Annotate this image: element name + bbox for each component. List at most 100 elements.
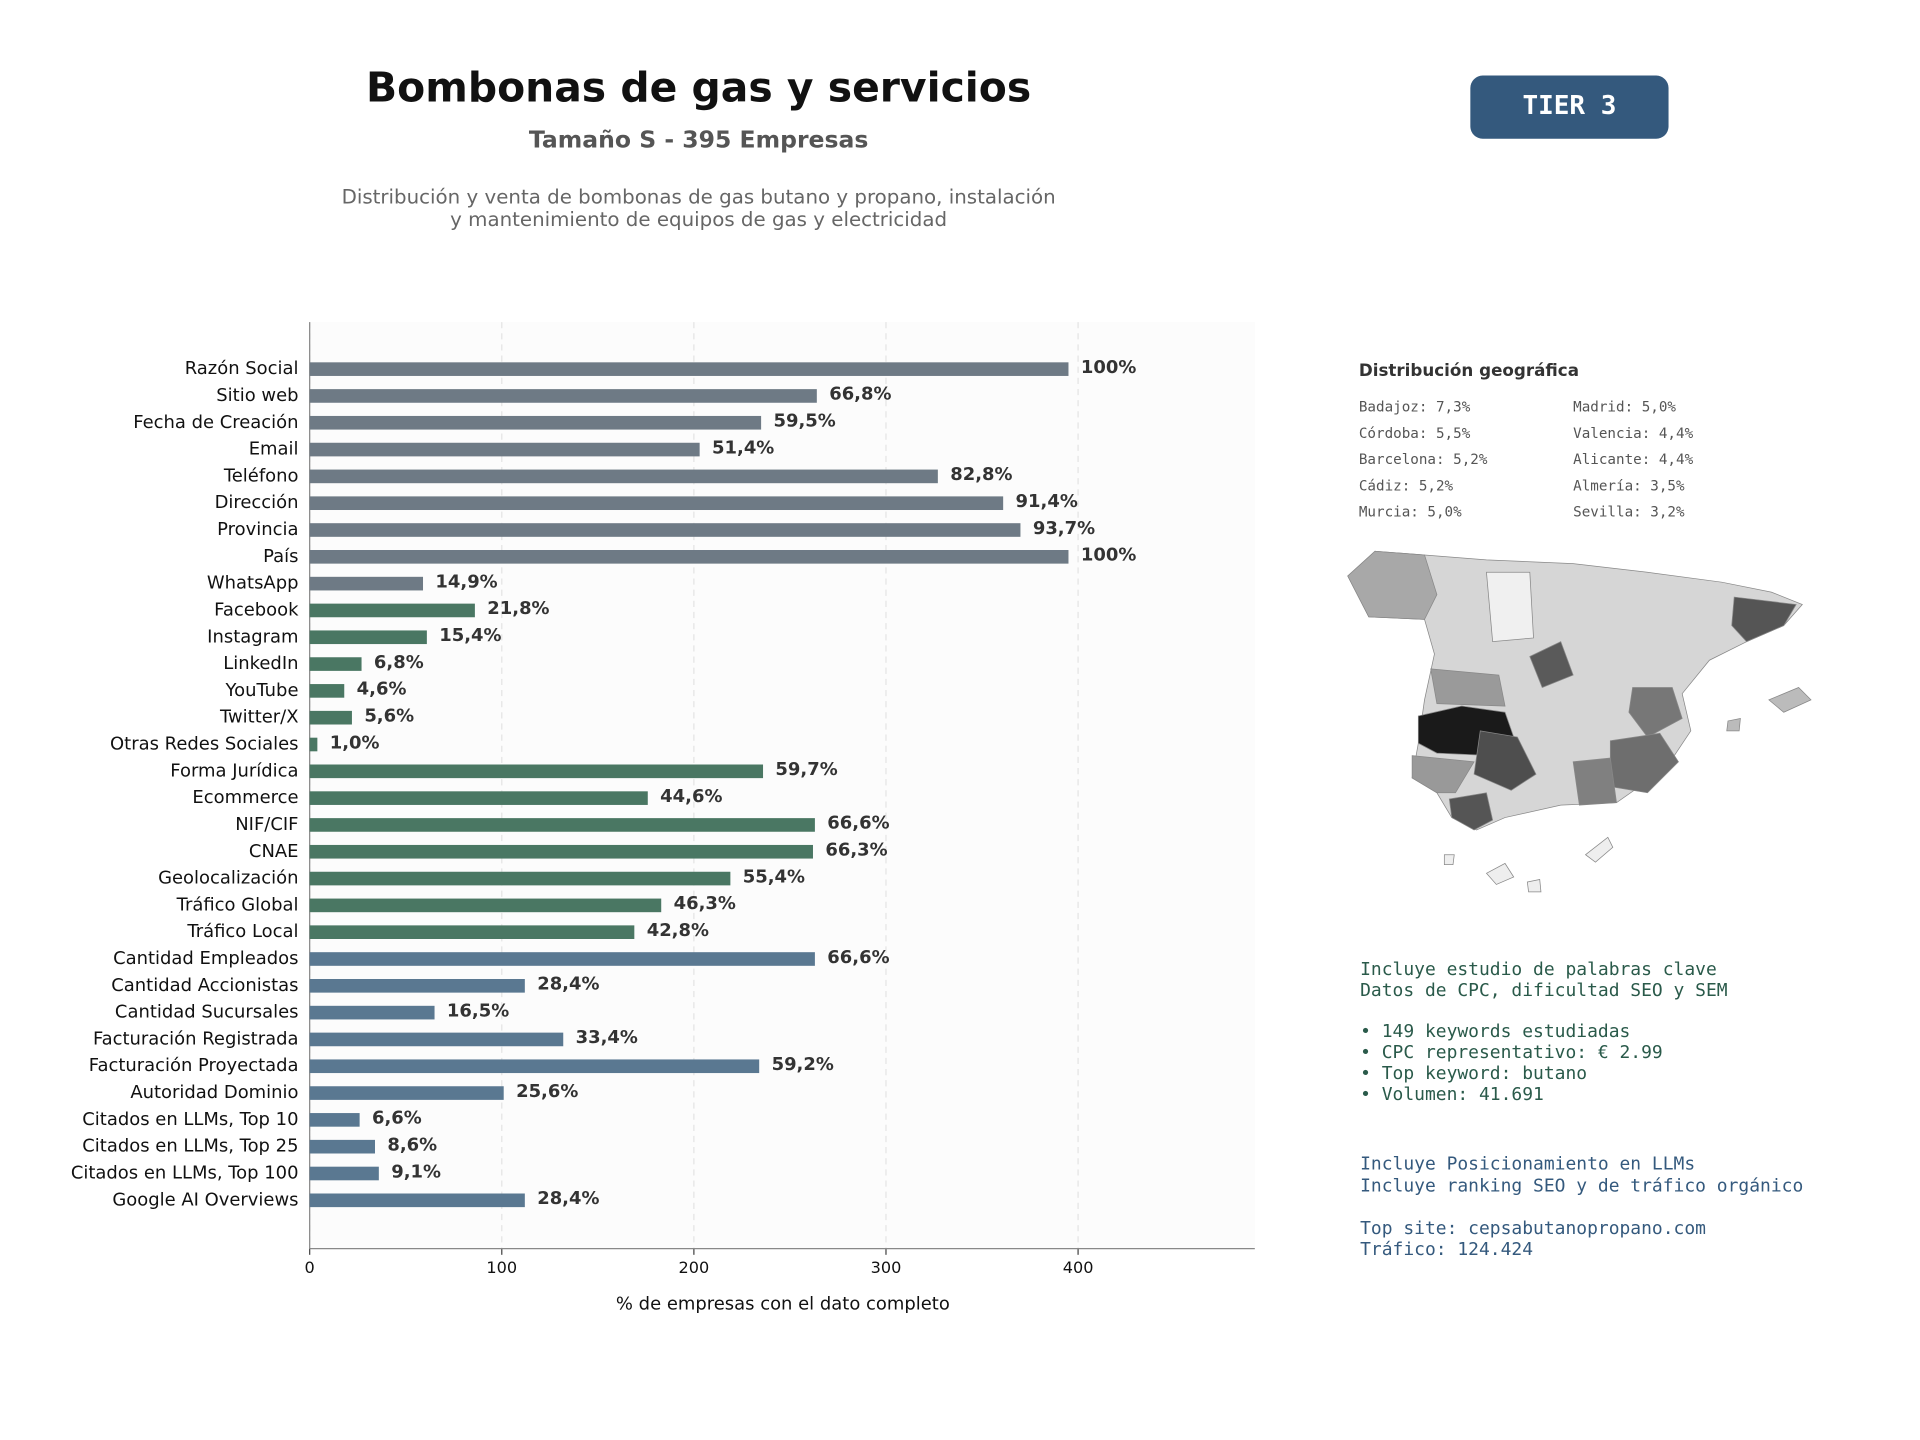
map-region [1411, 755, 1475, 794]
value-label: 16,5% [447, 1000, 509, 1021]
y-tick-label: Facturación Proyectada [89, 1055, 299, 1076]
keyword-note: • Volumen: 41.691 [1360, 1084, 1544, 1105]
x-tick-label: 0 [305, 1258, 315, 1277]
y-tick-label: CNAE [249, 841, 299, 862]
value-label: 51,4% [712, 437, 774, 458]
bar [309, 952, 815, 966]
llm-note: Tráfico: 124.424 [1360, 1239, 1533, 1260]
y-tick-label: Instagram [207, 626, 298, 647]
y-tick-label: Geolocalización [158, 868, 298, 889]
geo-title: Distribución geográfica [1359, 360, 1579, 380]
value-label: 100% [1081, 357, 1136, 378]
geo-item: Badajoz: 7,3% [1359, 400, 1471, 416]
chart-title: Bombonas de gas y servicios [366, 63, 1031, 111]
value-label: 66,3% [825, 840, 887, 861]
map-region [1448, 792, 1494, 831]
bar [309, 469, 938, 484]
map-region [1486, 571, 1534, 643]
value-label: 8,6% [387, 1134, 437, 1155]
y-tick-label: Twitter/X [219, 707, 299, 728]
value-label: 46,3% [674, 893, 736, 914]
keyword-note: • 149 keywords estudiadas [1360, 1021, 1630, 1042]
y-tick-label: WhatsApp [207, 573, 299, 594]
value-label: 44,6% [660, 786, 722, 807]
value-label: 91,4% [1016, 491, 1078, 512]
value-label: 9,1% [391, 1161, 441, 1182]
y-tick-label: Teléfono [223, 465, 299, 486]
value-label: 59,2% [772, 1054, 834, 1075]
y-tick-label: Autoridad Dominio [130, 1082, 298, 1103]
y-tick-label: Forma Jurídica [170, 760, 298, 781]
y-tick-label: Dirección [215, 492, 299, 513]
value-label: 28,4% [537, 974, 599, 995]
tier-label: TIER 3 [1522, 91, 1616, 121]
geo-item: Almería: 3,5% [1573, 478, 1685, 494]
bar [309, 1113, 360, 1127]
bar [309, 1005, 435, 1020]
y-tick-label: YouTube [225, 680, 299, 701]
y-tick-label: Provincia [217, 519, 298, 540]
bar [309, 576, 424, 591]
bar [309, 442, 700, 457]
llm-note: Incluye ranking SEO y de tráfico orgánic… [1360, 1176, 1803, 1197]
value-label: 55,4% [743, 866, 805, 887]
y-tick-label: Tráfico Global [176, 894, 299, 915]
y-tick-label: Otras Redes Sociales [110, 734, 298, 755]
y-tick-label: Citados en LLMs, Top 10 [82, 1109, 298, 1130]
y-tick-label: NIF/CIF [235, 814, 298, 835]
y-tick-label: LinkedIn [223, 653, 298, 674]
tier-badge [1470, 75, 1669, 139]
bar [309, 979, 525, 993]
bar [309, 1139, 375, 1154]
value-label: 6,6% [372, 1108, 422, 1129]
map-islands [1768, 687, 1812, 713]
bar [309, 630, 427, 645]
bar [309, 710, 352, 725]
bar [309, 764, 764, 779]
geo-item: Alicante: 4,4% [1573, 452, 1693, 468]
y-tick-label: Cantidad Accionistas [111, 975, 298, 996]
map [1347, 550, 1812, 893]
y-tick-label: Ecommerce [192, 787, 298, 808]
map-region [1529, 641, 1574, 688]
value-label: 100% [1081, 545, 1136, 566]
map-region [1430, 668, 1506, 707]
bar [309, 684, 345, 698]
y-tick-label: Cantidad Empleados [113, 948, 298, 969]
llm-note: Top site: cepsabutanopropano.com [1360, 1218, 1706, 1239]
y-tick-label: Tráfico Local [186, 921, 298, 942]
value-label: 66,6% [827, 813, 889, 834]
y-tick-label: Sitio web [216, 385, 298, 406]
map-islands [1485, 862, 1515, 885]
bar [309, 925, 635, 940]
x-tick-label: 100 [486, 1258, 517, 1277]
value-label: 4,6% [357, 679, 407, 700]
y-tick-label: Cantidad Sucursales [115, 1002, 299, 1023]
bar [309, 1032, 564, 1047]
bar [309, 871, 731, 886]
geo-item: Barcelona: 5,2% [1359, 452, 1488, 468]
y-tick-label: Razón Social [185, 358, 299, 379]
y-tick-label: Citados en LLMs, Top 25 [82, 1136, 298, 1157]
bar [309, 389, 817, 403]
description: y mantenimiento de equipos de gas y elec… [450, 208, 947, 231]
bar [309, 898, 662, 913]
bar [309, 523, 1021, 537]
value-label: 93,7% [1033, 518, 1095, 539]
value-label: 59,7% [775, 759, 837, 780]
bar [309, 818, 815, 832]
value-label: 15,4% [439, 625, 501, 646]
geo-item: Sevilla: 3,2% [1573, 505, 1685, 521]
map-region [1731, 596, 1797, 643]
value-label: 28,4% [537, 1188, 599, 1209]
value-label: 14,9% [435, 571, 497, 592]
map-region [1628, 687, 1683, 738]
bar [309, 1059, 760, 1074]
y-tick-label: Google AI Overviews [112, 1189, 298, 1210]
plot-area [309, 322, 1255, 1249]
value-label: 33,4% [576, 1027, 638, 1048]
x-axis-label: % de empresas con el dato completo [616, 1293, 950, 1314]
map-region [1473, 730, 1537, 791]
